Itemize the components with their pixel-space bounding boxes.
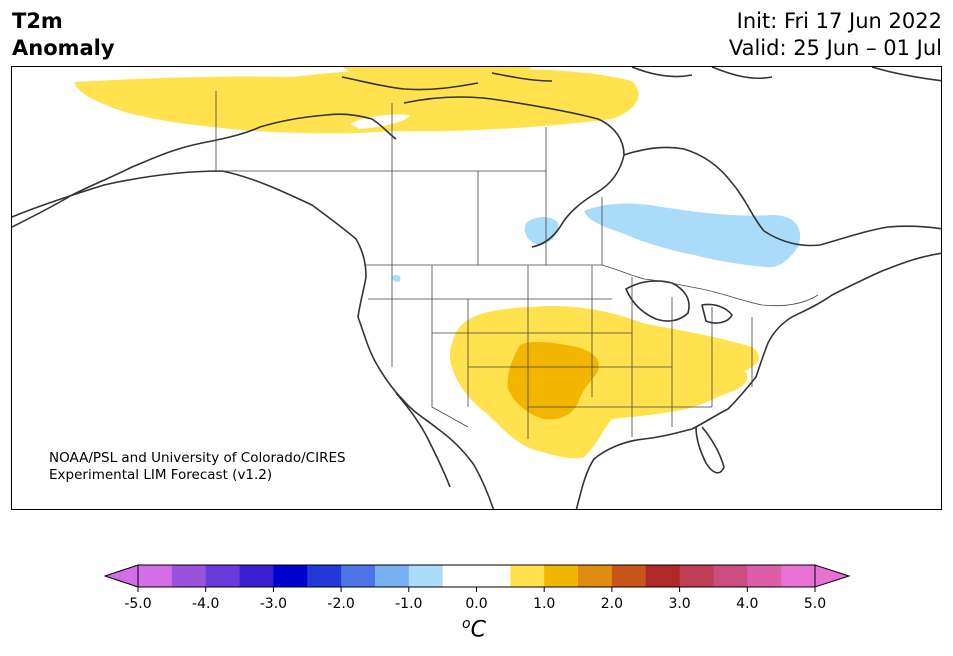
arctic-islands-line <box>341 67 773 91</box>
colorbar-swatch <box>442 565 477 587</box>
colorbar-unit: oC <box>462 616 486 642</box>
init-date: Init: Fri 17 Jun 2022 <box>736 9 942 33</box>
colorbar-swatch <box>239 565 274 587</box>
colorbar-swatch <box>138 565 173 587</box>
colorbar-swatch <box>544 565 579 587</box>
colorbar-swatch <box>747 565 782 587</box>
colorbar-tick-label: -5.0 <box>124 596 151 612</box>
colorbar-swatches <box>138 565 816 587</box>
colorbar-tick-label: 2.0 <box>601 596 623 612</box>
colorbar-tick-label: 4.0 <box>736 596 758 612</box>
title-line-1: T2m <box>12 9 63 33</box>
colorbar: -5.0 -4.0 -3.0 -2.0 -1.0 0.0 1.0 2.0 3.0 4.0 5.0 <box>103 564 851 612</box>
colorbar-tick-label: 3.0 <box>668 596 690 612</box>
colorbar-swatch <box>679 565 714 587</box>
canada-us-border-line <box>364 264 819 307</box>
coastlines <box>12 67 941 509</box>
colorbar-swatch <box>408 565 444 587</box>
colorbar-tick-label: 1.0 <box>533 596 555 612</box>
colorbar-tick-label: -3.0 <box>260 596 287 612</box>
credit-line-1: NOAA/PSL and University of Colorado/CIRE… <box>49 450 346 466</box>
map-title: T2m Anomaly <box>12 8 115 62</box>
title-line-2: Anomaly <box>12 36 115 60</box>
pacific-coast-line <box>12 170 495 509</box>
colorbar-tick-label: -4.0 <box>192 596 219 612</box>
gulf-coast-line <box>575 252 941 509</box>
warm-anomaly-north-edge <box>342 67 532 73</box>
degree-symbol: o <box>462 616 471 632</box>
colorbar-swatch <box>307 565 342 587</box>
colorbar-swatch <box>578 565 613 587</box>
cool-anomaly-plains <box>524 217 559 245</box>
warm-anomaly-arctic <box>74 68 639 134</box>
colorbar-swatch <box>713 565 748 587</box>
cool-anomaly-great-lakes <box>584 203 801 268</box>
colorbar-swatch <box>476 565 511 587</box>
forecast-dates: Init: Fri 17 Jun 2022 Valid: 25 Jun – 01… <box>729 8 942 62</box>
state-boundaries <box>215 91 819 439</box>
warm-anomaly-core <box>507 341 599 420</box>
colorbar-swatch <box>645 565 681 587</box>
colorbar-swatch <box>781 565 816 587</box>
anomaly-map <box>11 66 942 510</box>
colorbar-ticks: -5.0 -4.0 -3.0 -2.0 -1.0 0.0 1.0 2.0 3.0 4.0 5.0 <box>124 587 826 612</box>
colorbar-swatch <box>611 565 647 587</box>
cool-gap-hudson <box>350 114 410 129</box>
baja-peninsula-line <box>395 392 451 488</box>
great-lakes-line <box>625 280 733 324</box>
colorbar-tick-label: 0.0 <box>465 596 487 612</box>
colorbar-under-arrow <box>103 564 139 588</box>
colorbar-swatch <box>510 565 545 587</box>
colorbar-tick-label: -2.0 <box>327 596 354 612</box>
greenland-edge-line <box>871 67 941 82</box>
us-state-lines <box>368 265 753 439</box>
florida-line <box>695 426 725 474</box>
colorbar-swatch <box>341 565 376 587</box>
colorbar-over-arrow <box>814 564 851 588</box>
credit-line-2: Experimental LIM Forecast (v1.2) <box>49 467 273 483</box>
colorbar-swatch <box>374 565 410 587</box>
hudson-bay-line <box>403 96 625 248</box>
colorbar-tick-label: -1.0 <box>395 596 422 612</box>
valid-date: Valid: 25 Jun – 01 Jul <box>728 36 942 60</box>
credit-text: NOAA/PSL and University of Colorado/CIRE… <box>49 450 346 484</box>
colorbar-swatch <box>171 565 207 587</box>
colorbar-swatch <box>273 565 308 587</box>
canadian-province-lines <box>215 91 603 265</box>
warm-anomaly-central-us <box>449 305 759 459</box>
map-canvas <box>12 67 941 509</box>
colorbar-tick-label: 5.0 <box>804 596 826 612</box>
labrador-coast-line <box>623 146 941 247</box>
celsius-symbol: C <box>470 617 486 643</box>
cool-anomaly-small <box>392 274 401 282</box>
anomaly-fills <box>74 67 801 459</box>
colorbar-swatch <box>205 565 241 587</box>
